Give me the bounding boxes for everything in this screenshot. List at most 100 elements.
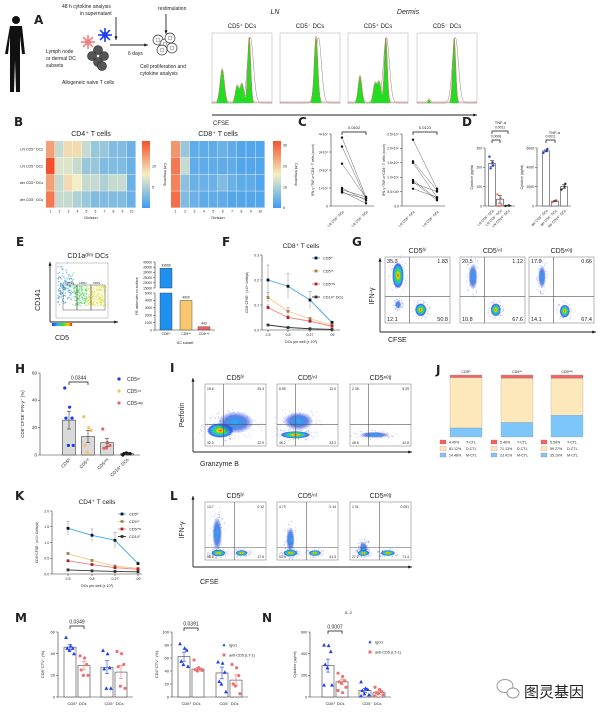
quadrant-value: 0.66 xyxy=(581,259,592,265)
heatmap-col-label: 6 xyxy=(95,210,97,214)
event-dot xyxy=(81,286,83,288)
tcell-label: Allogeneic naive T cells xyxy=(62,80,115,86)
y-axis-label: IFN-γ xyxy=(369,287,376,305)
heatmap-cell xyxy=(189,157,199,175)
density-scale xyxy=(52,323,72,326)
significance-bracket xyxy=(545,139,556,143)
legend-marker xyxy=(314,295,318,299)
data-point xyxy=(86,673,90,677)
event-dot xyxy=(416,315,418,317)
y-axis-label: Cytokine (pg/ml) xyxy=(293,651,297,677)
event-dot xyxy=(368,541,370,543)
x-group-label: CD5⁺ DCs xyxy=(67,701,86,706)
y-tick-label: 0.0 xyxy=(394,204,399,208)
y-tick-label: 4000 xyxy=(145,299,152,303)
event-dot xyxy=(220,510,222,512)
pair-line xyxy=(341,189,367,198)
event-dot xyxy=(395,432,397,434)
data-point xyxy=(322,683,326,687)
event-dot xyxy=(61,266,63,268)
event-dot xyxy=(219,516,221,518)
colorbar-tick: 10 xyxy=(152,164,156,168)
event-dot xyxy=(248,433,249,435)
legend-marker xyxy=(120,520,124,523)
x-axis-arrow-head xyxy=(592,330,596,334)
legend-marker-igg1 xyxy=(222,643,226,647)
event-dot xyxy=(88,295,90,297)
event-dot xyxy=(248,553,250,555)
pair-line xyxy=(341,163,367,199)
event-dot xyxy=(388,275,390,277)
event-dot xyxy=(276,428,278,430)
event-dot xyxy=(361,548,363,550)
event-dot xyxy=(58,271,61,274)
series-line xyxy=(67,560,139,570)
bar-segment-m-ctl xyxy=(500,422,534,438)
event-dot xyxy=(244,434,245,436)
event-dot xyxy=(312,435,314,437)
event-dot xyxy=(569,317,571,319)
p-value: 0.0007 xyxy=(327,625,343,631)
event-dot xyxy=(377,551,379,553)
y-tick-label: 60 xyxy=(165,655,170,660)
event-dot xyxy=(391,264,393,266)
x-axis-label: CFSE xyxy=(388,337,407,344)
heatmap-cell xyxy=(189,141,199,158)
event-dot xyxy=(359,431,361,433)
event-dot xyxy=(257,424,259,426)
event-dot xyxy=(405,280,407,282)
y-axis-label: CD8⁺CFSE⁻IFN-γ⁺ (%) xyxy=(20,390,25,438)
bar xyxy=(504,204,512,208)
y-tick-label: 3×10⁴ xyxy=(319,150,329,154)
y-tick-label: 200 xyxy=(476,166,482,170)
event-dot xyxy=(398,309,400,311)
event-dot xyxy=(495,302,497,304)
event-dot xyxy=(293,548,295,550)
event-dot xyxy=(229,436,231,438)
event-dot xyxy=(500,314,502,316)
event-dot xyxy=(537,261,539,263)
event-dot xyxy=(290,520,292,522)
series-0: CD5ʰⁱ xyxy=(266,254,334,324)
event-dot xyxy=(209,555,211,557)
data-point xyxy=(87,426,91,430)
event-dot xyxy=(493,317,495,319)
event-dot xyxy=(74,291,76,293)
event-dot xyxy=(295,538,297,540)
bar-segment-t-ctl xyxy=(500,374,534,379)
legend-marker xyxy=(314,282,318,286)
event-dot xyxy=(543,264,545,266)
heatmap-cell xyxy=(236,141,246,158)
heatmap-cell xyxy=(227,174,237,191)
event-dot xyxy=(314,547,316,549)
bar-rect xyxy=(179,300,193,331)
event-dot xyxy=(304,439,305,441)
event-dot xyxy=(223,523,225,525)
data-point xyxy=(136,570,140,574)
event-dot xyxy=(288,548,290,550)
event-dot xyxy=(420,300,422,302)
data-point xyxy=(364,195,368,199)
event-dot xyxy=(59,283,62,285)
event-dot xyxy=(357,549,359,551)
legend-label: CD5ʰⁱ xyxy=(127,376,140,383)
event-dot xyxy=(261,427,262,428)
event-dot xyxy=(470,256,472,258)
event-dot xyxy=(502,310,504,312)
event-dot xyxy=(489,303,491,304)
event-dot xyxy=(429,306,431,308)
data-point xyxy=(195,669,199,673)
event-dot xyxy=(86,287,88,289)
event-dot xyxy=(83,300,85,302)
event-dot xyxy=(77,291,79,293)
event-dot xyxy=(92,298,95,300)
event-dot xyxy=(79,294,82,296)
event-dot xyxy=(559,315,561,317)
heatmap-cell xyxy=(109,191,118,208)
histogram-fill xyxy=(348,38,408,103)
event-dot xyxy=(378,431,380,432)
event-dot xyxy=(289,556,291,558)
flow-plot-title: CD5ʰⁱ xyxy=(227,374,245,382)
event-dot xyxy=(96,304,99,306)
